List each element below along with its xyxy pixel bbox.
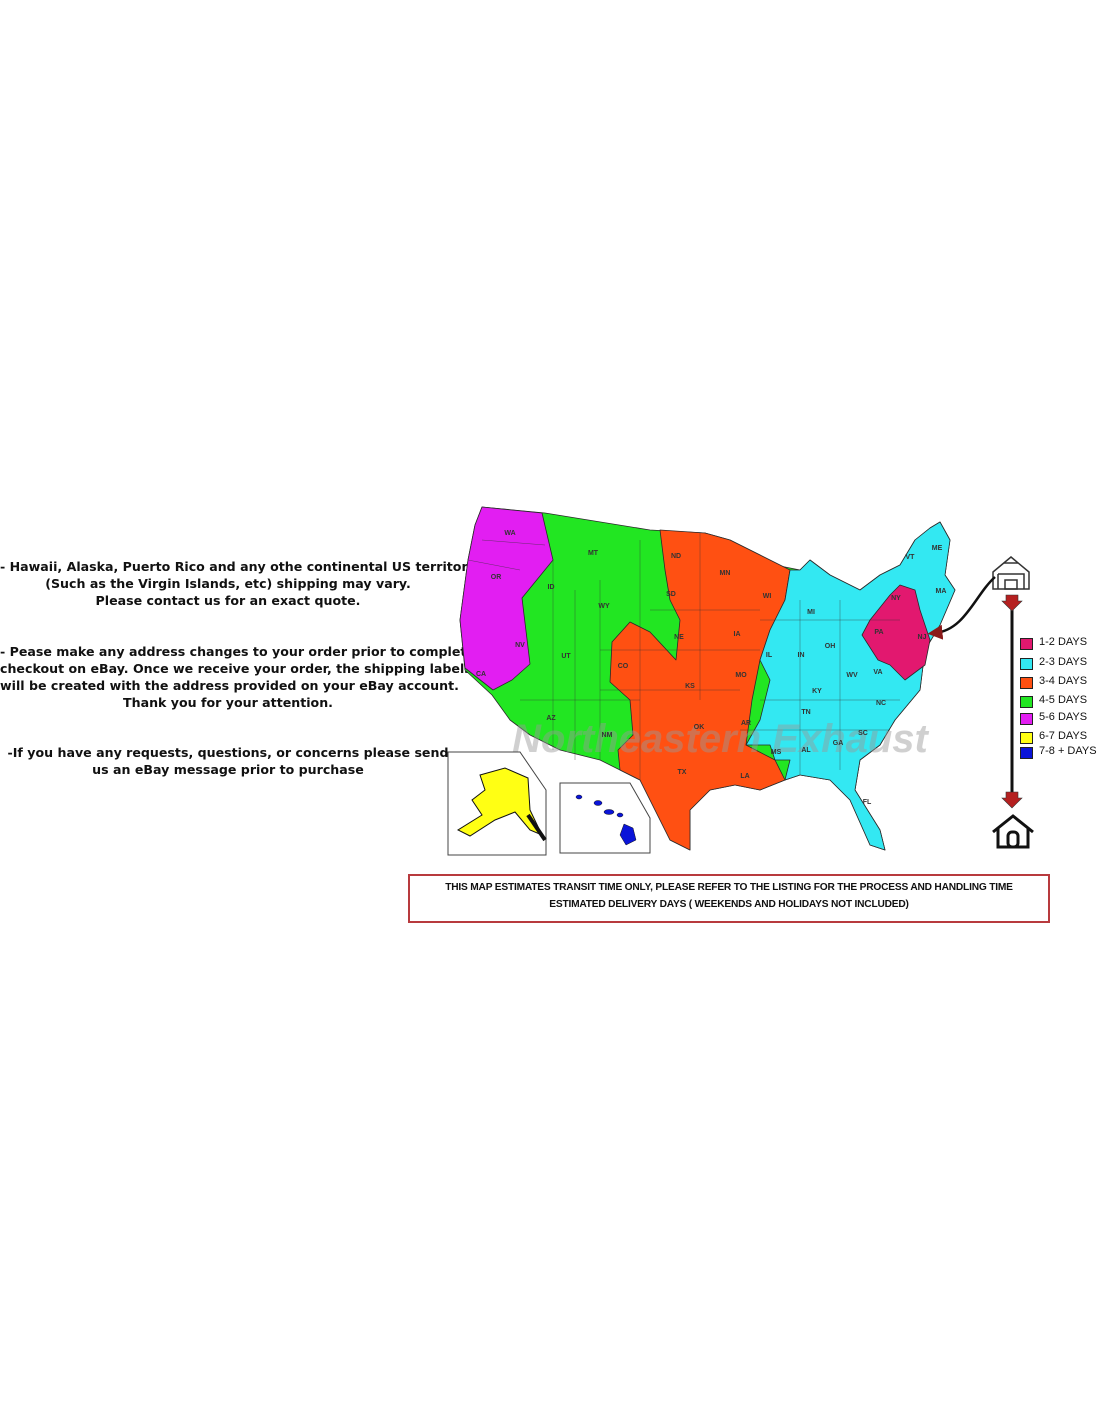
state-label-nm: NM xyxy=(602,732,613,739)
legend-swatch xyxy=(1020,677,1033,689)
house-icon xyxy=(992,814,1034,849)
state-label-nj: NJ xyxy=(918,634,927,641)
state-label-ar: AR xyxy=(741,720,751,727)
state-label-ok: OK xyxy=(694,724,705,731)
state-label-ks: KS xyxy=(685,683,695,690)
note-line: us an eBay message prior to purchase xyxy=(92,762,364,777)
state-label-ga: GA xyxy=(833,740,844,747)
note-line: will be created with the address provide… xyxy=(0,678,459,693)
legend-swatch xyxy=(1020,732,1033,744)
legend-label: 4-5 DAYS xyxy=(1039,694,1088,706)
state-label-tx: TX xyxy=(678,769,687,776)
state-label-la: LA xyxy=(740,773,749,780)
state-label-tn: TN xyxy=(801,709,810,716)
zone-1-2-days xyxy=(861,584,931,681)
legend-swatch xyxy=(1020,658,1033,670)
state-label-nv: NV xyxy=(515,642,525,649)
note-address-changes: - Pease make any address changes to your… xyxy=(0,643,489,711)
state-label-me: ME xyxy=(932,545,943,552)
state-label-fl: FL xyxy=(863,799,872,806)
legend-label: 2-3 DAYS xyxy=(1039,656,1088,668)
state-label-ma: MA xyxy=(936,588,947,595)
state-label-vt: VT xyxy=(906,554,916,561)
state-label-ne: NE xyxy=(674,634,684,641)
note-line: Thank you for your attention. xyxy=(123,695,333,710)
legend-label: 6-7 DAYS xyxy=(1039,730,1088,742)
disclaimer-line-1: THIS MAP ESTIMATES TRANSIT TIME ONLY, PL… xyxy=(445,882,1013,893)
state-label-il: IL xyxy=(766,652,773,659)
state-label-nd: ND xyxy=(671,553,681,560)
curved-arrow-to-nj xyxy=(927,576,996,640)
note-territories: - Hawaii, Alaska, Puerto Rico and any ot… xyxy=(0,558,489,609)
watermark: Northeastern Exhaust xyxy=(512,717,929,761)
disclaimer-box: THIS MAP ESTIMATES TRANSIT TIME ONLY, PL… xyxy=(408,874,1050,923)
state-label-mo: MO xyxy=(735,672,747,679)
state-label-ia: IA xyxy=(734,631,741,638)
arrow-down-icon xyxy=(1001,791,1023,809)
state-label-ca: CA xyxy=(476,671,486,678)
arrow-down-icon xyxy=(1001,594,1023,612)
note-line: (Such as the Virgin Islands, etc) shippi… xyxy=(45,576,411,591)
legend-label: 1-2 DAYS xyxy=(1039,636,1088,648)
state-label-wy: WY xyxy=(598,603,610,610)
state-label-va: VA xyxy=(873,669,882,676)
state-label-mt: MT xyxy=(588,550,599,557)
legend-swatch xyxy=(1020,696,1033,708)
state-label-ny: NY xyxy=(891,595,901,602)
state-label-ky: KY xyxy=(812,688,822,695)
disclaimer-line-2: ESTIMATED DELIVERY DAYS ( WEEKENDS AND H… xyxy=(549,899,909,910)
state-label-co: CO xyxy=(618,663,629,670)
state-label-nc: NC xyxy=(876,700,886,707)
zone-5-6-days xyxy=(459,506,554,691)
state-label-sc: SC xyxy=(858,730,868,737)
state-label-or: OR xyxy=(491,574,502,581)
note-line: Please contact us for an exact quote. xyxy=(95,593,361,608)
note-contact: -If you have any requests, questions, or… xyxy=(0,744,456,778)
state-label-az: AZ xyxy=(546,715,556,722)
state-label-id: ID xyxy=(548,584,555,591)
state-label-wv: WV xyxy=(846,672,858,679)
legend-swatch xyxy=(1020,638,1033,650)
state-label-wi: WI xyxy=(763,593,772,600)
state-label-sd: SD xyxy=(666,591,676,598)
legend-label: 5-6 DAYS xyxy=(1039,711,1088,723)
legend-swatch xyxy=(1020,713,1033,725)
legend-label: 3-4 DAYS xyxy=(1039,675,1088,687)
note-line: checkout on eBay. Once we receive your o… xyxy=(0,661,472,676)
state-label-ms: MS xyxy=(771,749,782,756)
alaska-shape xyxy=(456,767,544,837)
state-label-al: AL xyxy=(801,747,811,754)
state-label-mi: MI xyxy=(807,609,815,616)
alaska-inset xyxy=(447,751,547,856)
warehouse-icon xyxy=(992,556,1030,590)
legend-swatch xyxy=(1020,747,1033,759)
state-label-ut: UT xyxy=(561,653,571,660)
state-label-pa: PA xyxy=(874,629,883,636)
state-label-wa: WA xyxy=(504,530,515,537)
state-label-in: IN xyxy=(798,652,805,659)
legend-label: 7-8 + DAYS xyxy=(1039,745,1097,757)
note-line: -If you have any requests, questions, or… xyxy=(7,745,449,760)
hawaii-inset xyxy=(559,782,651,854)
note-line: - Hawaii, Alaska, Puerto Rico and any ot… xyxy=(0,559,489,574)
state-label-oh: OH xyxy=(825,643,836,650)
state-label-mn: MN xyxy=(720,570,731,577)
note-line: - Pease make any address changes to your… xyxy=(0,644,489,659)
